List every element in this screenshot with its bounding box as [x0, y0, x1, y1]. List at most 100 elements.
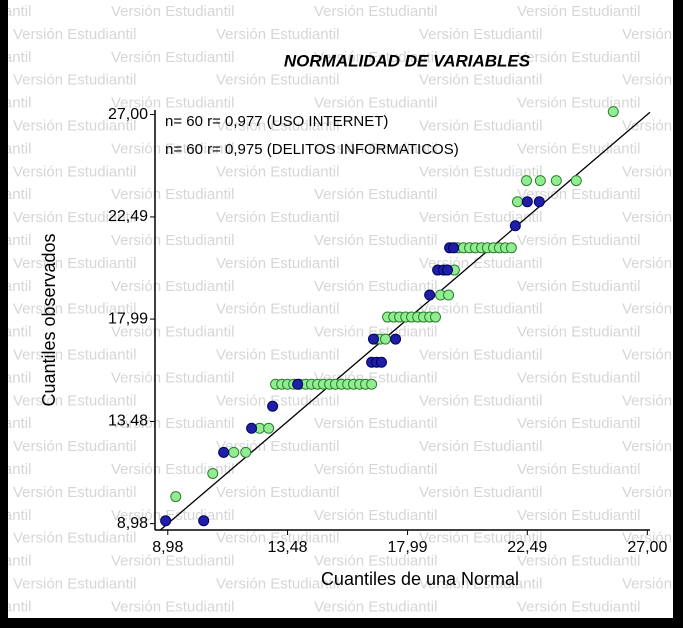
watermark: Versión Estudiantil [111, 369, 234, 386]
watermark: Versión Estudiantil [419, 26, 542, 43]
watermark: Versión Estudiantil [8, 232, 31, 249]
point [521, 196, 533, 208]
y-tick-label: 8,98 [117, 515, 148, 532]
watermark: Versión Estudiantil [13, 117, 136, 134]
watermark: Versión Estudiantil [622, 255, 673, 272]
watermark: Versión Estudiantil [13, 530, 136, 547]
watermark: Versión Estudiantil [622, 209, 673, 226]
watermark: Versión Estudiantil [314, 324, 437, 341]
y-tick-label: 13,48 [108, 413, 148, 430]
point [228, 446, 240, 458]
watermark: Versión Estudiantil [111, 324, 234, 341]
watermark: Versión Estudiantil [622, 438, 673, 455]
watermark: Versión Estudiantil [111, 415, 234, 432]
point [390, 333, 402, 345]
watermark: Versión Estudiantil [517, 507, 640, 524]
point [443, 289, 455, 301]
watermark: Versión Estudiantil [314, 95, 437, 112]
point [366, 378, 378, 390]
point [379, 333, 391, 345]
watermark: Versión Estudiantil [314, 140, 437, 157]
point [511, 196, 523, 208]
watermark: Versión Estudiantil [314, 3, 437, 20]
watermark: Versión Estudiantil [111, 95, 234, 112]
watermark: Versión Estudiantil [8, 186, 31, 203]
watermark: Versión Estudiantil [8, 369, 31, 386]
watermark: Versión Estudiantil [419, 575, 542, 592]
point [160, 515, 172, 527]
watermark-layer: Versión Estudiantil Versión Estudiantil Ve… [8, 3, 673, 615]
x-tick-label: 22,49 [507, 539, 547, 556]
watermark: Versión Estudiantil [8, 553, 31, 570]
watermark: Versión Estudiantil [314, 507, 437, 524]
watermark: Versión Estudiantil [314, 186, 437, 203]
watermark: Versión Estudiantil [111, 461, 234, 478]
point [534, 175, 546, 187]
watermark: Versión Estudiantil [419, 484, 542, 501]
watermark: Versión Estudiantil [419, 346, 542, 363]
watermark: Versión Estudiantil [419, 438, 542, 455]
watermark: Versión Estudiantil [111, 278, 234, 295]
watermark: Versión Estudiantil [622, 72, 673, 89]
watermark: Versión Estudiantil [517, 461, 640, 478]
watermark: Versión Estudiantil [8, 95, 31, 112]
watermark: Versión Estudiantil [517, 415, 640, 432]
point [240, 446, 252, 458]
point [198, 515, 210, 527]
point [430, 311, 441, 323]
y-axis-label: Cuantiles observados [39, 233, 59, 406]
watermark: Versión Estudiantil [517, 95, 640, 112]
watermark: Versión Estudiantil [622, 530, 673, 547]
watermark: Versión Estudiantil [8, 461, 31, 478]
watermark: Versión Estudiantil [13, 484, 136, 501]
watermark: Versión Estudiantil [419, 117, 542, 134]
watermark: Versión Estudiantil [13, 209, 136, 226]
point [607, 106, 619, 118]
point [246, 422, 258, 434]
chart-frame: Versión Estudiantil Versión Estudiantil Ve… [8, 0, 673, 618]
plot-layer: 8,98 13,48 17,99 22,49 27,00 8,98 13,48 17,99 22… [108, 106, 668, 556]
watermark: Versión Estudiantil [314, 415, 437, 432]
x-tick-label: 13,48 [268, 539, 308, 556]
watermark: Versión Estudiantil [111, 49, 234, 66]
annotation: n= 60 r= 0,975 (DELITOS INFORMATICOS) [165, 141, 459, 158]
point [448, 242, 460, 254]
watermark: Versión Estudiantil [8, 324, 31, 341]
x-tick-label: 8,98 [152, 539, 183, 556]
point [509, 220, 521, 232]
point [218, 446, 230, 458]
watermark: Versión Estudiantil [314, 553, 437, 570]
watermark: Versión Estudiantil [314, 49, 437, 66]
watermark: Versión Estudiantil [8, 3, 31, 20]
watermark: Versión Estudiantil [517, 369, 640, 386]
watermark: Versión Estudiantil [216, 530, 339, 547]
point [207, 467, 219, 479]
watermark: Versión Estudiantil [13, 438, 136, 455]
watermark: Versión Estudiantil [517, 324, 640, 341]
point [441, 264, 453, 276]
watermark: Versión Estudiantil [13, 163, 136, 180]
watermark: Versión Estudiantil [216, 163, 339, 180]
point [375, 356, 387, 368]
watermark: Versión Estudiantil [216, 117, 339, 134]
annotation: n= 60 r= 0,977 (USO INTERNET) [165, 113, 388, 130]
x-axis-label: Cuantiles de una Normal [321, 569, 519, 589]
watermark: Versión Estudiantil [419, 530, 542, 547]
watermark: Versión Estudiantil [419, 163, 542, 180]
watermark: Versión Estudiantil [517, 3, 640, 20]
chart-title: NORMALIDAD DE VARIABLES [284, 51, 531, 70]
watermark: Versión Estudiantil [111, 232, 234, 249]
y-tick-label: 27,00 [108, 106, 148, 123]
watermark: Versión Estudiantil [8, 140, 31, 157]
watermark: Versión Estudiantil [314, 461, 437, 478]
watermark: Versión Estudiantil [622, 301, 673, 318]
watermark: Versión Estudiantil [8, 507, 31, 524]
watermark: Versión Estudiantil [216, 575, 339, 592]
watermark: Versión Estudiantil [216, 301, 339, 318]
watermark: Versión Estudiantil [8, 598, 31, 615]
watermark: Versión Estudiantil [111, 186, 234, 203]
point [170, 491, 182, 503]
watermark: Versión Estudiantil [419, 392, 542, 409]
watermark: Versión Estudiantil [517, 232, 640, 249]
x-tick-label: 27,00 [627, 539, 667, 556]
